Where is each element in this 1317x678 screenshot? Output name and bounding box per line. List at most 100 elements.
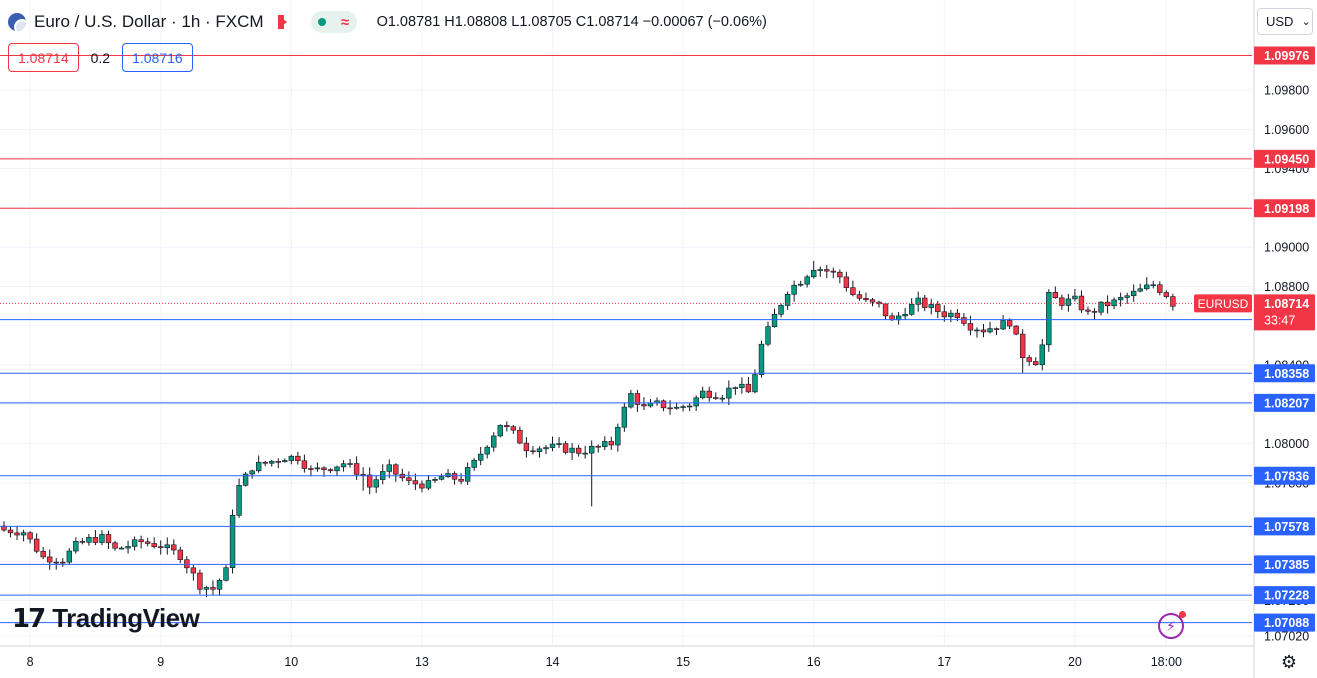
candle-body [948, 312, 954, 318]
high-value: 1.08808 [454, 14, 508, 30]
candle-body [1059, 297, 1065, 306]
candle-body [79, 541, 86, 543]
candle-body [99, 534, 105, 543]
resistance-level-tag [1254, 149, 1315, 168]
candle-body [27, 532, 33, 540]
candle-body [1033, 361, 1039, 365]
candle-body [144, 541, 151, 544]
support-level-tag [1254, 586, 1315, 605]
candle-body [582, 452, 588, 455]
candle-body [66, 550, 73, 563]
tradingview-mark-icon: 17 [12, 603, 46, 634]
y-tick-label: 1.09000 [1264, 241, 1309, 255]
candle-body [569, 447, 575, 453]
candle-body [1026, 357, 1032, 362]
y-tick-label: 1.09800 [1264, 84, 1309, 98]
candle-body [504, 425, 510, 427]
candle-body [105, 534, 112, 544]
candle-body [863, 297, 869, 300]
high-label: H [444, 14, 455, 30]
symbol-title[interactable]: Euro / U.S. Dollar · 1h · FXCM [34, 12, 264, 31]
candle-body [1157, 284, 1163, 293]
candle-body [686, 405, 693, 408]
candle-body [804, 276, 810, 285]
candle-body [497, 425, 503, 437]
support-level-tag [1254, 517, 1315, 536]
candle-body [1144, 284, 1150, 290]
candle-body [184, 559, 190, 569]
candle-body [216, 580, 223, 590]
resistance-level-tag [1254, 46, 1315, 65]
candle-body [131, 539, 138, 547]
candle-body [902, 313, 908, 317]
candle-body [739, 383, 745, 388]
currency-dropdown[interactable]: USD ⌄ [1257, 8, 1313, 35]
candle-body [1072, 295, 1078, 300]
candle-body [1013, 325, 1019, 335]
candle-body [543, 447, 549, 450]
open-value: 1.08781 [387, 14, 441, 30]
candle-body [980, 329, 987, 333]
support-level-label: 1.07836 [1264, 469, 1309, 483]
candle-body [680, 406, 686, 408]
support-level-label: 1.07228 [1264, 589, 1309, 603]
open-label: O [376, 14, 388, 30]
candle-body [203, 587, 210, 590]
candle-body [53, 561, 59, 564]
candle-body [451, 473, 458, 480]
lightning-icon[interactable]: ⚡ [1158, 611, 1186, 639]
candle-body [60, 561, 66, 564]
settings-gear-icon[interactable]: ⚙ [1280, 651, 1298, 672]
candle-body [288, 455, 295, 461]
support-level-label: 1.08207 [1264, 396, 1309, 410]
candle-body [223, 567, 229, 581]
flag-marker-icon[interactable] [277, 15, 287, 29]
candle-body [229, 515, 236, 568]
x-tick-label: 9 [157, 655, 164, 669]
candle-body [314, 467, 321, 470]
candle-body [171, 544, 177, 551]
close-label: C [575, 14, 587, 30]
sell-button[interactable]: 1.08714 [8, 43, 79, 72]
candle-body [393, 464, 399, 475]
candle-body [517, 429, 523, 444]
candle-body [1124, 295, 1130, 298]
candle-body [811, 269, 817, 278]
candle-body [647, 402, 654, 407]
candle-body [334, 466, 340, 472]
candle-body [327, 469, 334, 472]
candle-body [197, 572, 203, 590]
candle-body [667, 407, 673, 410]
candle-body [308, 468, 314, 470]
market-status-pill[interactable]: ≈ [310, 11, 357, 33]
candle-body [935, 304, 941, 313]
candle-body [922, 297, 928, 308]
candle-body [784, 294, 791, 306]
candle-body [928, 304, 934, 308]
candle-body [484, 446, 490, 455]
candle-body [1170, 296, 1176, 307]
candle-body [360, 474, 366, 476]
candle-body [732, 387, 739, 389]
candle-body [628, 393, 634, 408]
candle-body [1130, 290, 1137, 297]
candle-body [1091, 311, 1098, 313]
tradingview-logo-text: TradingView [52, 603, 200, 633]
x-tick-label: 14 [546, 655, 560, 669]
buy-button[interactable]: 1.08716 [122, 43, 193, 72]
candle-body [1111, 299, 1117, 307]
support-level-label: 1.08358 [1264, 367, 1309, 381]
candle-body [850, 287, 856, 295]
candle-body [562, 443, 569, 453]
candle-body [491, 435, 497, 448]
candle-body [797, 283, 804, 286]
quote-boxes: 1.08714 0.2 1.08716 [8, 43, 193, 72]
symbol-tag [1194, 294, 1252, 313]
x-tick-label: 16 [807, 655, 821, 669]
candle-body [14, 532, 20, 536]
candle-body [713, 397, 719, 399]
candle-body [158, 546, 164, 548]
resistance-level-label: 1.09976 [1264, 49, 1309, 63]
candle-body [1052, 292, 1059, 299]
